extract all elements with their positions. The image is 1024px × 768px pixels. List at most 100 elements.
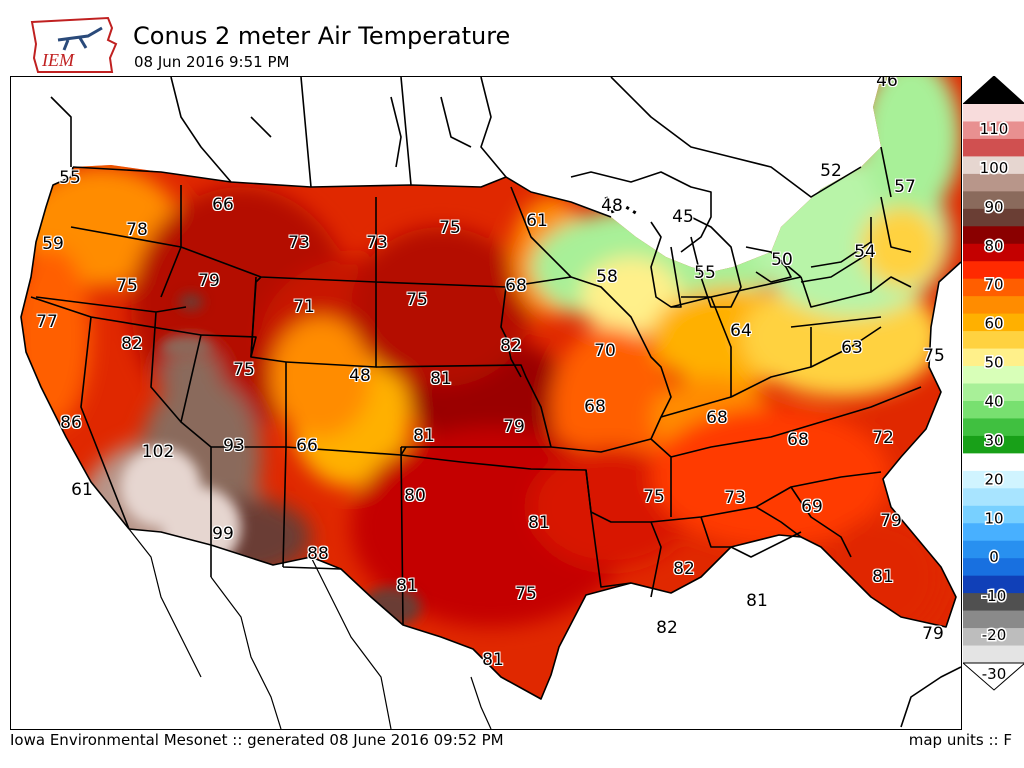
legend-band xyxy=(963,453,1024,472)
temp-label: 73 xyxy=(288,233,310,253)
temp-label: 81 xyxy=(872,567,894,587)
temp-label: 68 xyxy=(584,397,606,417)
logo-text: IEM xyxy=(41,50,75,70)
legend-band xyxy=(963,243,1024,262)
legend-band xyxy=(963,418,1024,437)
temp-label: 72 xyxy=(872,428,894,448)
temp-label: 70 xyxy=(594,341,616,361)
legend-band xyxy=(963,610,1024,629)
legend-tick-label: 110 xyxy=(980,120,1009,138)
temp-label: 66 xyxy=(212,195,234,215)
legend-band xyxy=(963,435,1024,454)
temp-label: 64 xyxy=(730,321,752,341)
temp-label: 57 xyxy=(894,177,916,197)
temp-label: 88 xyxy=(307,544,329,564)
legend-tick-label: 20 xyxy=(984,470,1003,488)
legend-band xyxy=(963,540,1024,559)
legend-band xyxy=(963,505,1024,524)
legend-tick-label: 10 xyxy=(984,509,1003,527)
legend-tick-label: -30 xyxy=(982,665,1007,683)
legend-band xyxy=(963,104,1024,122)
temp-label: 61 xyxy=(526,211,548,231)
legend-tick-label: 30 xyxy=(984,431,1003,449)
temp-label: 73 xyxy=(366,233,388,253)
temp-label: 82 xyxy=(673,559,695,579)
temperature-map: 46 55 59 78 66 73 73 75 61 48 45 52 57 7… xyxy=(10,76,962,730)
temp-label: 75 xyxy=(923,346,945,366)
map-canvas xyxy=(11,77,961,729)
footer-units: map units :: F xyxy=(908,731,1012,749)
temp-label: 68 xyxy=(787,430,809,450)
legend-tick-label: 0 xyxy=(989,548,999,566)
iem-logo: IEM xyxy=(30,16,118,73)
legend-tick-label: 60 xyxy=(984,315,1003,333)
temp-label: 55 xyxy=(694,263,716,283)
legend-tick-label: -20 xyxy=(982,626,1007,644)
legend-band xyxy=(963,400,1024,419)
temp-label: 69 xyxy=(801,497,823,517)
temp-label: 68 xyxy=(505,276,527,296)
temp-label: 54 xyxy=(854,242,876,262)
temp-label: 52 xyxy=(820,161,842,181)
temp-label: 48 xyxy=(601,196,623,216)
temp-label: 61 xyxy=(71,480,93,500)
legend-band xyxy=(963,523,1024,542)
temp-label: 82 xyxy=(500,336,522,356)
temp-label: 81 xyxy=(430,369,452,389)
temp-label: 71 xyxy=(293,297,315,317)
temp-label: 99 xyxy=(212,524,234,544)
legend-band xyxy=(963,278,1024,297)
legend-band xyxy=(963,628,1024,647)
page-subtitle: 08 Jun 2016 9:51 PM xyxy=(134,53,290,71)
legend-band xyxy=(963,156,1024,175)
legend-band xyxy=(963,558,1024,577)
temp-label: 78 xyxy=(126,220,148,240)
legend-tick-label: -10 xyxy=(982,587,1007,605)
legend-band xyxy=(963,226,1024,245)
temp-label: 75 xyxy=(406,290,428,310)
legend-band xyxy=(963,138,1024,157)
legend-band xyxy=(963,575,1024,594)
temp-label: 50 xyxy=(771,250,793,270)
temp-label: 81 xyxy=(396,576,418,596)
temp-label: 81 xyxy=(746,591,768,611)
legend-bottom-arrow xyxy=(961,662,1024,691)
legend-tick-label: 100 xyxy=(980,159,1009,177)
temp-label: 68 xyxy=(706,408,728,428)
temp-label: 48 xyxy=(349,366,371,386)
legend-band xyxy=(963,470,1024,489)
temp-label: 55 xyxy=(59,168,81,188)
temp-label: 82 xyxy=(656,618,678,638)
temp-label: 59 xyxy=(42,234,64,254)
legend-tick-label: 40 xyxy=(984,393,1003,411)
temp-label: 58 xyxy=(596,267,618,287)
legend-band xyxy=(963,261,1024,280)
legend-band xyxy=(963,366,1024,384)
legend-tick-label: 70 xyxy=(984,276,1003,294)
legend-band xyxy=(963,593,1024,612)
temp-label: 45 xyxy=(672,207,694,227)
temp-label: 86 xyxy=(60,413,82,433)
legend-band xyxy=(963,173,1024,192)
legend-band xyxy=(963,191,1024,210)
temp-label: 81 xyxy=(413,426,435,446)
legend-band xyxy=(963,208,1024,227)
temp-label: 79 xyxy=(503,417,525,437)
temp-label: 75 xyxy=(515,584,537,604)
header: IEM Conus 2 meter Air Temperature 08 Jun… xyxy=(0,0,1024,76)
temp-label: 63 xyxy=(841,338,863,358)
temp-label: 93 xyxy=(223,436,245,456)
temp-label: 75 xyxy=(233,360,255,380)
temp-label: 81 xyxy=(528,513,550,533)
temp-label: 79 xyxy=(880,511,902,531)
legend-band xyxy=(963,488,1024,507)
legend-band xyxy=(963,645,1024,664)
temp-label: 66 xyxy=(296,436,318,456)
temp-label: 77 xyxy=(36,312,58,332)
legend-band xyxy=(963,121,1024,140)
legend-band xyxy=(963,296,1024,315)
footer-generated: Iowa Environmental Mesonet :: generated … xyxy=(10,731,504,749)
temp-label: 79 xyxy=(198,271,220,291)
temp-label: 75 xyxy=(116,276,138,296)
color-legend: 110 100 90 80 70 60 50 40 30 20 10 0 -10 -20 -30 xyxy=(961,75,1024,691)
